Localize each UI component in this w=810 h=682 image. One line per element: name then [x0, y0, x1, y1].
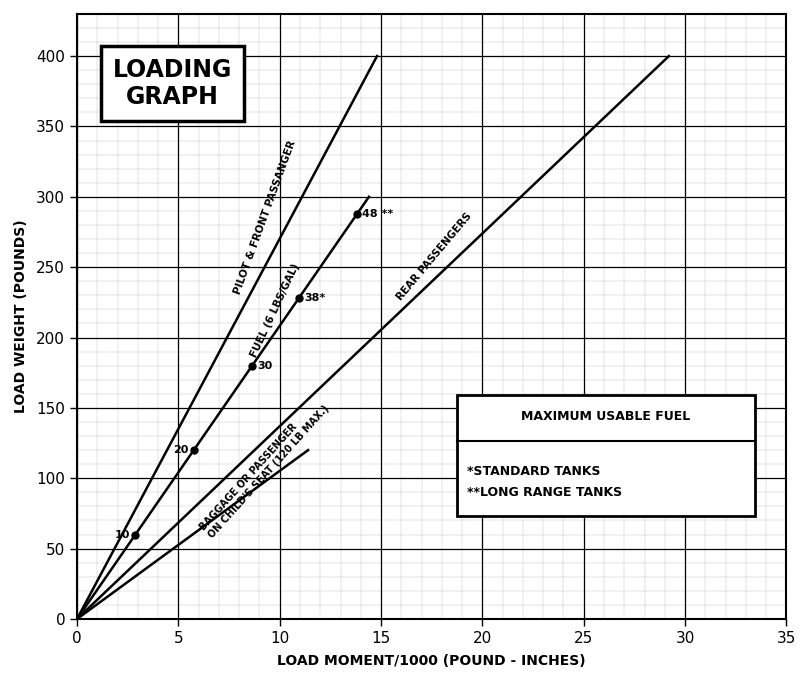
Text: 38*: 38*: [304, 293, 325, 303]
Text: FUEL (6 LBS/GAL): FUEL (6 LBS/GAL): [249, 262, 301, 359]
Text: LOADING
GRAPH: LOADING GRAPH: [113, 57, 232, 109]
Y-axis label: LOAD WEIGHT (POUNDS): LOAD WEIGHT (POUNDS): [14, 220, 28, 413]
Text: 30: 30: [258, 361, 272, 371]
Text: 10: 10: [115, 529, 130, 539]
Text: MAXIMUM USABLE FUEL: MAXIMUM USABLE FUEL: [521, 411, 690, 424]
Text: 48 **: 48 **: [362, 209, 394, 219]
Text: BAGGAGE OR PASSENGER
ON CHILD'S SEAT (120 LB MAX.): BAGGAGE OR PASSENGER ON CHILD'S SEAT (12…: [198, 396, 331, 540]
Text: 20: 20: [173, 445, 189, 455]
Text: *STANDARD TANKS
**LONG RANGE TANKS: *STANDARD TANKS **LONG RANGE TANKS: [467, 465, 622, 499]
X-axis label: LOAD MOMENT/1000 (POUND - INCHES): LOAD MOMENT/1000 (POUND - INCHES): [277, 654, 586, 668]
FancyBboxPatch shape: [457, 395, 754, 516]
Text: REAR PASSENGERS: REAR PASSENGERS: [395, 211, 474, 302]
Text: PILOT & FRONT PASSANGER: PILOT & FRONT PASSANGER: [232, 138, 298, 295]
